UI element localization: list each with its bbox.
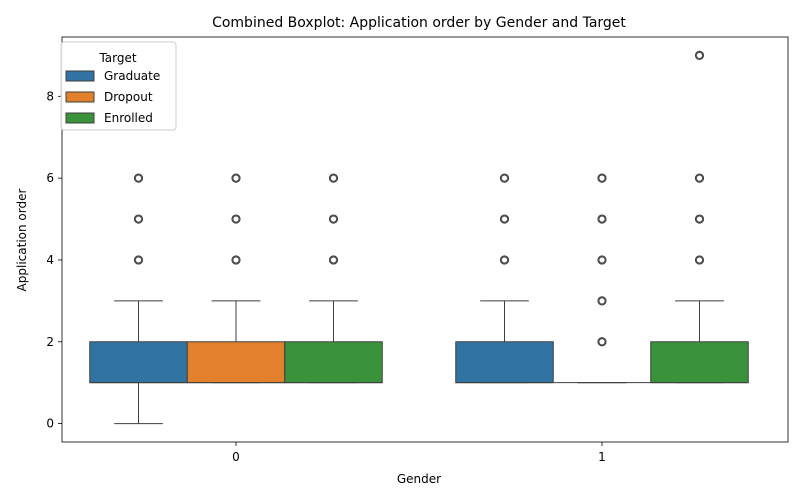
outlier-point-overlap: [696, 256, 703, 264]
outlier-point-overlap: [135, 215, 142, 223]
chart-title: Combined Boxplot: Application order by G…: [212, 15, 626, 31]
outlier-point: [133, 214, 144, 224]
legend-title: Target: [98, 51, 136, 65]
legend-label-enrolled: Enrolled: [104, 111, 153, 125]
x-tick-label: 0: [232, 450, 240, 464]
outlier-point: [694, 255, 705, 265]
outlier-point-overlap: [598, 338, 606, 346]
outlier-point: [231, 173, 241, 183]
outlier-point: [231, 214, 241, 224]
box-body: [284, 341, 383, 384]
outlier-point-overlap: [330, 215, 337, 223]
outlier-point: [133, 173, 144, 183]
outlier-point-overlap: [598, 215, 606, 223]
outlier-point: [328, 214, 339, 224]
outlier-point-overlap: [598, 174, 606, 182]
outlier-point: [597, 214, 607, 224]
outlier-point-overlap: [501, 256, 508, 264]
box-body: [650, 341, 749, 384]
outlier-point: [133, 255, 144, 265]
legend-swatch-enrolled: [65, 112, 95, 124]
legend-swatch-graduate: [65, 70, 95, 82]
y-axis-label: Application order: [15, 189, 29, 292]
outlier-point: [694, 173, 705, 183]
outlier-point-overlap: [501, 174, 508, 182]
y-tick-label: 4: [46, 253, 54, 267]
outlier-point: [597, 337, 607, 347]
outlier-point-overlap: [232, 215, 240, 223]
y-tick-label: 0: [46, 417, 54, 431]
outlier-point-overlap: [696, 174, 703, 182]
outlier-point-overlap: [135, 174, 142, 182]
outlier-point: [499, 214, 510, 224]
box-body: [89, 341, 188, 384]
outlier-point-overlap: [696, 52, 703, 59]
y-tick-label: 8: [46, 89, 54, 103]
outlier-point-overlap: [330, 174, 337, 182]
legend-label-graduate: Graduate: [104, 69, 160, 83]
outlier-point-overlap: [135, 256, 142, 264]
legend-box: [60, 41, 177, 131]
outlier-point: [231, 255, 241, 265]
box-body: [455, 341, 554, 384]
outlier-point-overlap: [696, 215, 703, 223]
x-tick-label: 1: [598, 450, 606, 464]
y-tick-label: 2: [46, 335, 54, 349]
outlier-point: [499, 173, 510, 183]
outlier-point: [597, 296, 607, 306]
outlier-point: [597, 255, 607, 265]
box-enrolled-gender-1: [650, 50, 749, 384]
box-enrolled-gender-0: [284, 173, 383, 384]
plot-frame: [61, 36, 789, 443]
outlier-point-overlap: [330, 256, 337, 264]
outlier-point-overlap: [598, 256, 606, 264]
x-axis-label: Gender: [397, 472, 441, 486]
outlier-point: [499, 255, 510, 265]
outlier-point: [597, 173, 607, 183]
outlier-point-overlap: [232, 174, 240, 182]
legend-label-dropout: Dropout: [104, 90, 153, 104]
y-tick-label: 6: [46, 171, 54, 185]
box-dropout-gender-1: [553, 173, 651, 384]
outlier-point: [328, 255, 339, 265]
outlier-point-overlap: [232, 256, 240, 264]
box-body: [186, 341, 286, 384]
box-graduate-gender-0: [89, 173, 188, 425]
outlier-point-overlap: [598, 297, 606, 305]
plot-area: [89, 50, 749, 425]
legend: Target Graduate Dropout Enrolled: [60, 41, 177, 131]
outlier-point: [694, 50, 705, 61]
y-axis: 0 2 4 6 8: [46, 89, 62, 431]
outlier-point: [694, 214, 705, 224]
box-dropout-gender-0: [186, 173, 286, 384]
outlier-point-overlap: [501, 215, 508, 223]
box-graduate-gender-1: [455, 173, 554, 384]
legend-swatch-dropout: [65, 91, 95, 103]
outlier-point: [328, 173, 339, 183]
